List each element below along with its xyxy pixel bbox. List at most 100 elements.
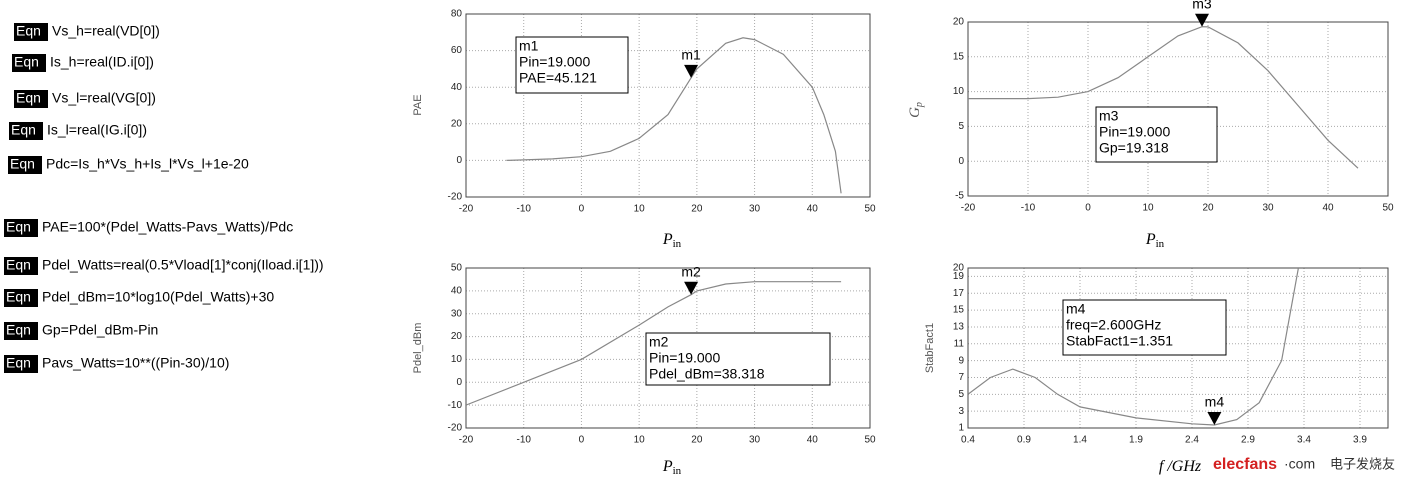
y-tick-label: 13 <box>953 322 965 333</box>
eqn-tag: Eqn <box>16 23 41 39</box>
marker-triangle <box>1195 13 1209 27</box>
x-tick-label: -20 <box>961 203 976 214</box>
eqn-text: Is_h=real(ID.i[0]) <box>50 54 154 70</box>
eqn-tag: Eqn <box>6 322 31 338</box>
x-tick-label: 20 <box>1202 203 1214 214</box>
marker-box-line: Pin=19.000 <box>649 350 720 366</box>
plot-frame <box>967 21 1389 197</box>
x-tick-label: 20 <box>691 204 703 215</box>
y-tick-label: 60 <box>451 45 463 56</box>
y-tick-label: 10 <box>451 354 463 365</box>
y-tick-label: 30 <box>451 308 463 319</box>
x-tick-label: -20 <box>459 204 474 215</box>
y-tick-label: 0 <box>958 156 964 167</box>
x-tick-label: -20 <box>459 435 474 446</box>
x-axis-label: f /GHz <box>1159 458 1202 475</box>
x-tick-label: -10 <box>1021 203 1036 214</box>
eqn-tag: Eqn <box>11 122 36 138</box>
y-tick-label: 3 <box>958 406 964 417</box>
x-tick-label: 0 <box>1085 203 1091 214</box>
x-tick-label: 30 <box>1262 203 1274 214</box>
x-tick-label: 40 <box>807 204 819 215</box>
marker-name: m1 <box>681 47 701 63</box>
marker-box-line: StabFact1=1.351 <box>1066 333 1173 349</box>
y-tick-label: 11 <box>954 338 965 349</box>
series-line <box>506 37 842 194</box>
marker-box-line: Pdel_dBm=38.318 <box>649 366 765 382</box>
eqn-tag-bg <box>4 257 38 275</box>
x-axis-label-sub: in <box>673 465 682 477</box>
x-tick-label: 10 <box>1142 203 1154 214</box>
eqn-text: Pdc=Is_h*Vs_h+Is_l*Vs_l+1e-20 <box>46 156 249 172</box>
x-tick-label: 30 <box>749 204 761 215</box>
eqn-tag-bg <box>9 122 43 140</box>
marker-name: m4 <box>1205 394 1225 410</box>
eqn-text: Pdel_Watts=real(0.5*Vload[1]*conj(Iload.… <box>42 257 324 273</box>
eqn-tag-bg <box>4 355 38 373</box>
x-axis-label-main: P <box>662 458 673 475</box>
eqn-text: Vs_h=real(VD[0]) <box>52 23 160 39</box>
marker-box-name: m4 <box>1066 301 1086 317</box>
y-axis-label-sub: p <box>914 102 925 108</box>
x-tick-label: 30 <box>749 435 761 446</box>
y-tick-label: 40 <box>451 82 463 93</box>
y-tick-label: 20 <box>451 118 463 129</box>
x-tick-label: 3.9 <box>1353 435 1367 446</box>
x-tick-label: 0.9 <box>1017 435 1031 446</box>
x-tick-label: -10 <box>516 204 531 215</box>
marker-box <box>1095 106 1218 163</box>
x-axis-label-main: f /GHz <box>1159 458 1202 475</box>
marker-box-line: Pin=19.000 <box>519 54 590 70</box>
y-tick-label: 9 <box>958 355 964 366</box>
y-axis-label: Pdel_dBm <box>412 323 424 374</box>
y-axis-label-main: PAE <box>412 94 424 115</box>
marker-box-line: PAE=45.121 <box>519 70 597 86</box>
x-tick-label: 50 <box>1382 203 1394 214</box>
marker-triangle <box>1207 412 1222 426</box>
y-tick-label: 10 <box>953 86 965 97</box>
y-tick-label: 5 <box>958 389 964 400</box>
eqn-tag: Eqn <box>6 355 31 371</box>
y-axis-label-main: StabFact1 <box>924 323 936 373</box>
marker-box-line: Pin=19.000 <box>1099 124 1170 140</box>
x-tick-label: 2.9 <box>1241 435 1255 446</box>
x-axis-label: Pin <box>1145 231 1165 250</box>
chart: -20 -10 0 10 20 30 40 50 -20 -10 0 10 20 30 40 50 Pdel_d… <box>412 263 876 477</box>
y-axis-label-main: Pdel_dBm <box>412 323 424 374</box>
eqn-text: PAE=100*(Pdel_Watts-Pavs_Watts)/Pdc <box>42 219 293 235</box>
y-tick-label: 20 <box>451 331 463 342</box>
y-axis-label: PAE <box>412 94 424 115</box>
marker-box-line: Gp=19.318 <box>1099 140 1169 156</box>
y-tick-label: 19 <box>953 271 965 282</box>
y-axis-label: Gp <box>907 102 925 118</box>
x-tick-label: -10 <box>516 435 531 446</box>
eqn-tag: Eqn <box>10 156 35 172</box>
watermark-site: 电子发烧友 <box>1330 456 1395 471</box>
y-tick-label: 15 <box>953 305 965 316</box>
x-tick-label: 1.9 <box>1129 435 1143 446</box>
eqn-text: Pdel_dBm=10*log10(Pdel_Watts)+30 <box>42 289 274 305</box>
series-line <box>968 26 1359 169</box>
y-tick-label: -20 <box>448 192 463 203</box>
x-tick-label: 1.4 <box>1073 435 1087 446</box>
x-axis-label: Pin <box>662 458 682 477</box>
marker-box-line: freq=2.600GHz <box>1066 317 1161 333</box>
marker-name: m2 <box>681 263 701 279</box>
eqn-tag: Eqn <box>16 90 41 106</box>
marker-name: m3 <box>1192 0 1212 11</box>
eqn-tag-bg <box>14 23 48 41</box>
x-tick-label: 40 <box>807 435 819 446</box>
y-tick-label: 0 <box>456 377 462 388</box>
x-axis-label-main: P <box>1145 231 1156 248</box>
x-tick-label: 3.4 <box>1297 435 1311 446</box>
eqn-tag: Eqn <box>6 289 31 305</box>
y-tick-label: -10 <box>448 400 463 411</box>
x-tick-label: 50 <box>864 204 876 215</box>
eqn-text: Is_l=real(IG.i[0]) <box>47 122 147 138</box>
y-tick-label: 17 <box>953 288 965 299</box>
eqn-tag-bg <box>4 322 38 340</box>
marker-box-name: m1 <box>519 38 539 54</box>
x-axis-label-sub: in <box>673 238 682 250</box>
